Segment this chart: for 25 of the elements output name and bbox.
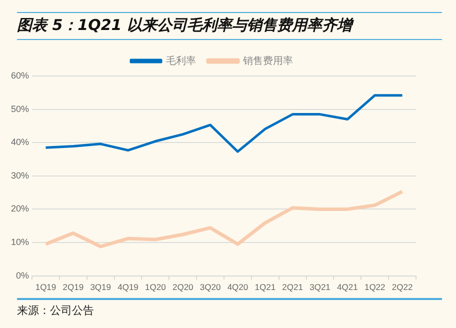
source-note: 来源：公司公告 bbox=[17, 298, 442, 318]
x-tick-label: 4Q21 bbox=[337, 282, 358, 292]
chart-title: 图表 5：1Q21 以来公司毛利率与销售费用率齐增 bbox=[17, 12, 442, 40]
x-tick-label: 1Q22 bbox=[364, 282, 386, 292]
x-tick-label: 1Q21 bbox=[254, 282, 276, 292]
x-tick-label: 4Q20 bbox=[227, 282, 248, 292]
y-tick-label: 10% bbox=[11, 236, 30, 247]
y-tick-label: 30% bbox=[11, 170, 30, 180]
x-tick-label: 1Q19 bbox=[35, 282, 56, 292]
x-tick-label: 4Q19 bbox=[118, 282, 139, 292]
x-tick-label: 2Q19 bbox=[62, 282, 84, 292]
y-tick-label: 20% bbox=[11, 204, 30, 214]
x-tick-label: 3Q19 bbox=[90, 282, 112, 292]
legend-label: 毛利率 bbox=[166, 54, 196, 67]
x-tick-label: 2Q21 bbox=[282, 282, 304, 292]
y-tick-label: 60% bbox=[11, 70, 30, 80]
x-tick-label: 2Q20 bbox=[172, 282, 194, 292]
y-tick-label: 0% bbox=[16, 270, 30, 280]
y-tick-label: 50% bbox=[11, 104, 30, 114]
legend-label: 销售费用率 bbox=[242, 54, 293, 67]
x-tick-label: 3Q20 bbox=[200, 282, 221, 292]
x-tick-label: 3Q21 bbox=[310, 282, 331, 292]
x-tick-label: 1Q20 bbox=[145, 282, 166, 292]
y-tick-label: 40% bbox=[11, 137, 30, 148]
x-tick-label: 2Q22 bbox=[392, 282, 413, 292]
